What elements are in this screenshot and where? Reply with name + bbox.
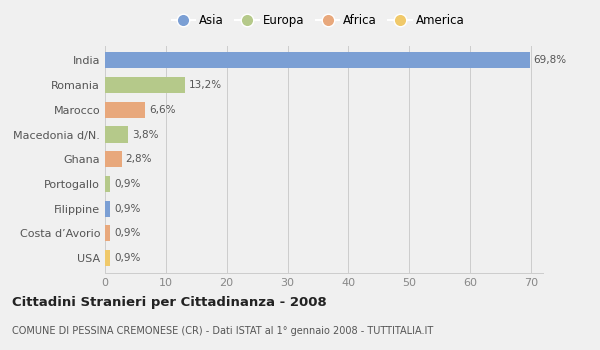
Bar [105,102,145,118]
Bar [105,176,110,192]
Text: Cittadini Stranieri per Cittadinanza - 2008: Cittadini Stranieri per Cittadinanza - 2… [12,296,327,309]
Text: 69,8%: 69,8% [533,55,566,65]
Text: 6,6%: 6,6% [149,105,175,115]
Bar [105,151,122,167]
Text: 13,2%: 13,2% [189,80,222,90]
Text: COMUNE DI PESSINA CREMONESE (CR) - Dati ISTAT al 1° gennaio 2008 - TUTTITALIA.IT: COMUNE DI PESSINA CREMONESE (CR) - Dati … [12,326,433,336]
Text: 0,9%: 0,9% [114,229,140,238]
Bar [105,77,185,93]
Text: 0,9%: 0,9% [114,179,140,189]
Bar [105,201,110,217]
Bar [105,250,110,266]
Text: 3,8%: 3,8% [132,130,158,140]
Text: 0,9%: 0,9% [114,204,140,214]
Bar [105,225,110,241]
Text: 2,8%: 2,8% [125,154,152,164]
Bar [105,52,530,68]
Bar [105,126,128,142]
Legend: Asia, Europa, Africa, America: Asia, Europa, Africa, America [167,9,469,32]
Text: 0,9%: 0,9% [114,253,140,263]
